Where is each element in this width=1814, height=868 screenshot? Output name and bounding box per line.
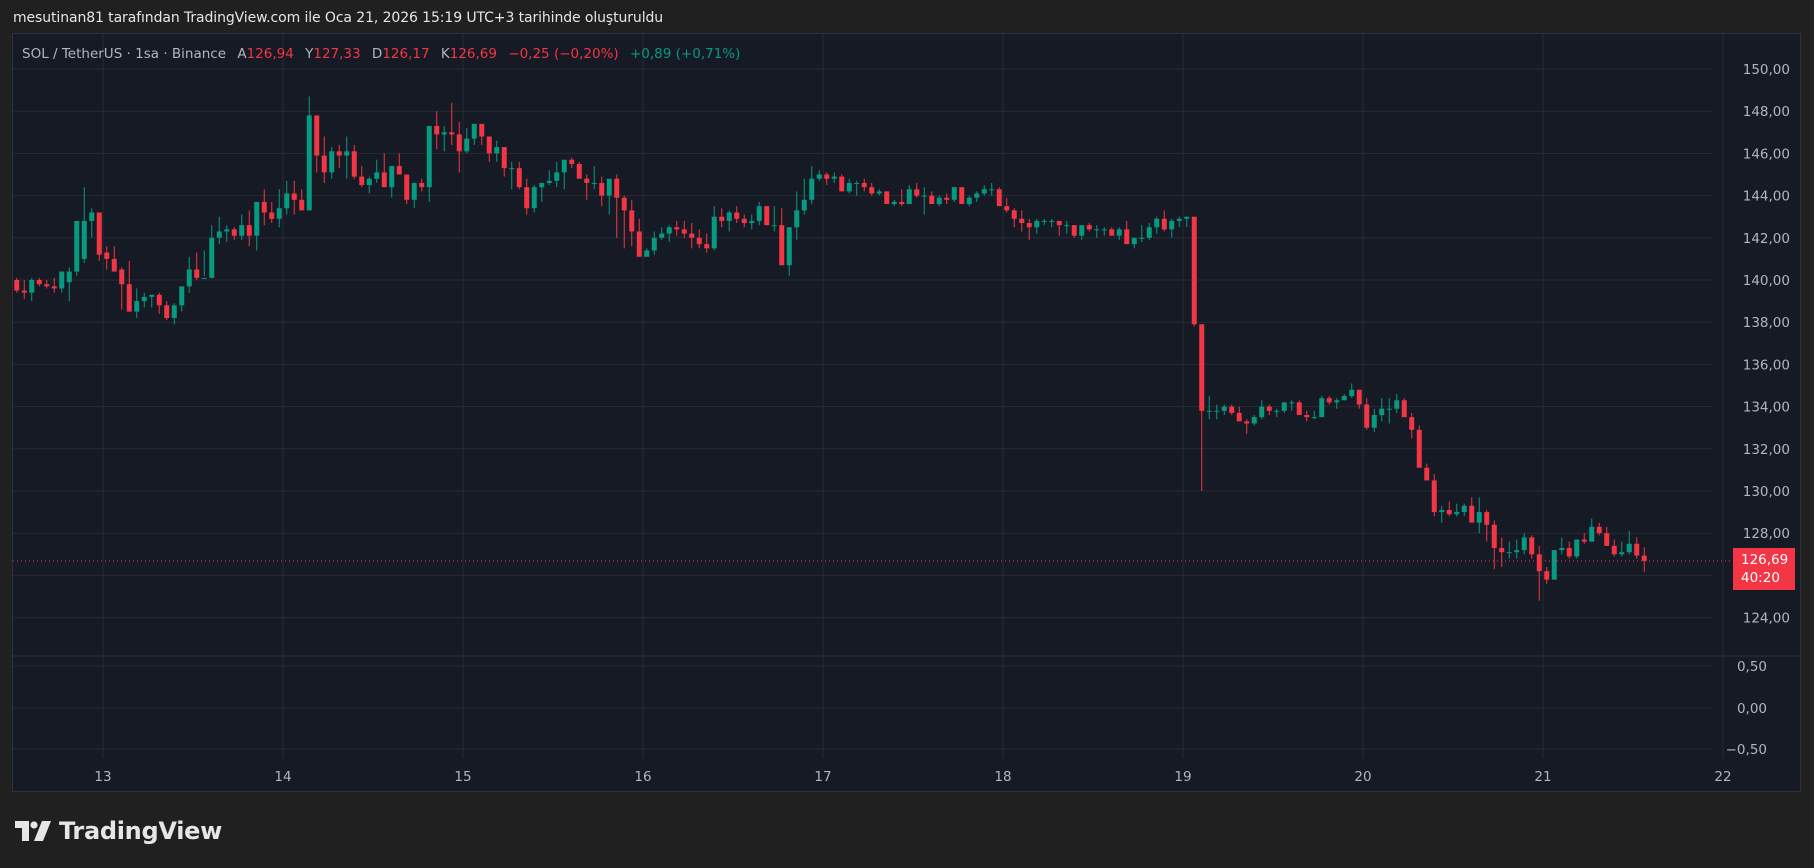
price-axis-label: 132,00 (1743, 442, 1790, 458)
time-axis-label: 15 (454, 769, 471, 785)
open-label: A (237, 46, 247, 62)
price-axis-label: 128,00 (1743, 526, 1790, 542)
time-axis-label: 19 (1174, 769, 1191, 785)
last-price-tag: 126,69 40:20 (1733, 548, 1795, 590)
price-axis-label: 140,00 (1743, 273, 1790, 289)
tradingview-logo[interactable]: TradingView (15, 817, 222, 845)
change-value: −0,25 (−0,20%) (508, 46, 619, 62)
high-value: 127,33 (313, 46, 361, 62)
grid-lines (13, 34, 1800, 791)
price-axis-label: 144,00 (1743, 189, 1790, 205)
price-axis-label: 142,00 (1743, 231, 1790, 247)
last-price: 126,69 (1741, 552, 1789, 568)
price-axis-label: 130,00 (1743, 484, 1790, 500)
axes: 150,00148,00146,00144,00142,00140,00138,… (12, 33, 1801, 792)
price-axis-label: 150,00 (1743, 62, 1790, 78)
chart-credit-text: mesutinan81 tarafından TradingView.com i… (13, 10, 664, 26)
low-label: D (371, 46, 383, 62)
close-value: 126,69 (449, 46, 497, 62)
tradingview-logo-text: TradingView (59, 817, 222, 845)
change-value-secondary: +0,89 (+0,71%) (629, 46, 741, 62)
time-axis-label: 22 (1714, 769, 1731, 785)
close-label: K (440, 46, 450, 62)
time-axis-label: 16 (634, 769, 651, 785)
open-value: 126,94 (246, 46, 294, 62)
symbol-legend: SOL / TetherUS · 1sa · Binance A126,94 Y… (22, 46, 740, 62)
sub-pane-axis-label: −0,50 (1726, 742, 1767, 758)
tradingview-logo-icon (15, 821, 51, 841)
candles (13, 96, 1733, 601)
time-axis-label: 21 (1534, 769, 1551, 785)
sub-pane-axis-label: 0,00 (1737, 701, 1767, 717)
symbol-name[interactable]: SOL / TetherUS · 1sa · Binance (22, 46, 227, 62)
time-axis-label: 18 (994, 769, 1011, 785)
price-axis-label: 136,00 (1743, 357, 1790, 373)
time-axis-label: 13 (94, 769, 111, 785)
bar-countdown: 40:20 (1741, 570, 1780, 586)
price-axis-label: 138,00 (1743, 315, 1790, 331)
low-value: 126,17 (382, 46, 430, 62)
price-axis-label: 134,00 (1743, 400, 1790, 416)
time-axis-label: 17 (814, 769, 831, 785)
price-axis-label: 124,00 (1743, 611, 1790, 627)
time-axis-label: 14 (274, 769, 291, 785)
price-axis-label: 146,00 (1743, 146, 1790, 162)
price-axis-label: 148,00 (1743, 104, 1790, 120)
high-label: Y (305, 46, 314, 62)
sub-pane-axis-label: 0,50 (1737, 659, 1767, 675)
time-axis-label: 20 (1354, 769, 1371, 785)
